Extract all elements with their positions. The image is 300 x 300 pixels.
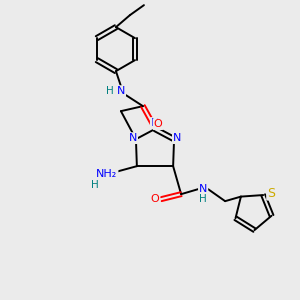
Text: N: N: [117, 86, 125, 96]
Text: NH₂: NH₂: [96, 169, 118, 179]
Text: O: O: [151, 194, 160, 204]
Text: O: O: [154, 119, 162, 129]
Text: N: N: [173, 133, 181, 143]
Text: H: H: [91, 180, 99, 190]
Text: N: N: [199, 184, 207, 194]
Text: S: S: [267, 187, 275, 200]
Text: H: H: [199, 194, 207, 204]
Text: N: N: [129, 133, 137, 143]
Text: N: N: [151, 118, 159, 128]
Text: H: H: [106, 86, 114, 96]
